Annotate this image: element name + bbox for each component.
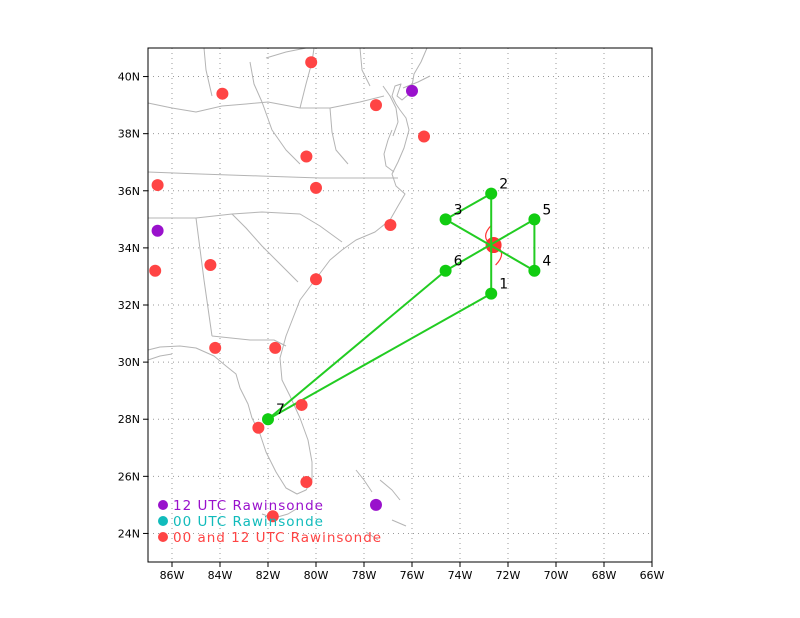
legend-label: 00 UTC Rawinsonde	[173, 514, 324, 530]
long-island-coast	[402, 75, 431, 89]
legend-marker	[158, 516, 168, 526]
rawinsonde-site	[370, 498, 382, 511]
track-segment	[445, 192, 492, 221]
legend-label: 00 and 12 UTC Rawinsonde	[173, 530, 382, 546]
x-tick-label: 82W	[256, 569, 281, 582]
track-segment	[267, 269, 447, 420]
legend-marker	[158, 500, 168, 510]
dropsonde-label: 3	[454, 202, 463, 218]
rawinsonde-site	[418, 130, 430, 143]
y-tick-label: 36N	[118, 185, 140, 198]
rawinsonde-site	[204, 259, 217, 272]
x-tick-label: 74W	[448, 569, 473, 582]
y-tick-label: 34N	[118, 242, 140, 255]
rawinsonde-sites	[149, 56, 430, 523]
rawinsonde-site	[384, 219, 397, 232]
x-tick-label: 86W	[160, 569, 185, 582]
dropsonde-point	[262, 413, 274, 426]
dropsonde-label: 5	[542, 202, 551, 218]
legend-label: 12 UTC Rawinsonde	[173, 498, 324, 514]
y-tick-label: 32N	[118, 299, 140, 312]
flight-track-lines	[267, 192, 536, 421]
y-tick-label: 38N	[118, 128, 140, 141]
track-segment	[445, 218, 535, 272]
rawinsonde-site	[266, 510, 279, 523]
track-segment	[267, 292, 492, 421]
y-tick-label: 26N	[118, 470, 140, 483]
y-tick-label: 40N	[118, 71, 140, 84]
legend-marker	[158, 532, 168, 542]
dropsonde-label: 2	[499, 177, 508, 193]
dropsonde-point	[485, 287, 498, 300]
rawinsonde-site	[151, 224, 164, 237]
axis-ticks: 86W 84W 82W 80W 78W 76W 74W 72W 70W 68W 66W 24N 26N 2…	[118, 71, 665, 582]
rawinsonde-site	[310, 181, 322, 194]
chesapeake-bay-coast	[383, 129, 395, 173]
x-tick-label: 80W	[304, 569, 329, 582]
dropsonde-label: 4	[542, 254, 551, 270]
x-tick-label: 78W	[352, 569, 377, 582]
bahamas-islands	[355, 469, 407, 541]
rawinsonde-site	[300, 150, 313, 163]
dropsonde-point	[485, 187, 498, 200]
rawinsonde-site	[149, 264, 162, 277]
state-boundaries	[147, 47, 398, 347]
dropsonde-point	[439, 213, 452, 226]
rawinsonde-site	[269, 341, 282, 354]
rawinsonde-site	[216, 87, 229, 100]
rawinsonde-site	[151, 179, 164, 192]
rawinsonde-site	[252, 421, 265, 434]
rawinsonde-site	[209, 341, 222, 354]
x-tick-label: 68W	[592, 569, 617, 582]
dropsonde-label: 6	[454, 254, 463, 270]
dropsonde-label: 1	[499, 277, 508, 293]
x-tick-label: 70W	[544, 569, 569, 582]
y-tick-label: 24N	[118, 527, 140, 540]
x-tick-label: 76W	[400, 569, 425, 582]
dropsonde-point	[439, 264, 452, 277]
x-tick-label: 66W	[640, 569, 665, 582]
rawinsonde-site	[305, 56, 318, 69]
dropsonde-points: 7 1 2 3 4 5 6	[262, 177, 551, 426]
rawinsonde-site	[406, 84, 418, 97]
coastlines-and-borders	[147, 47, 431, 541]
rawinsonde-site	[300, 476, 313, 489]
rawinsonde-site	[370, 99, 382, 112]
rawinsonde-site	[295, 398, 308, 411]
x-tick-label: 84W	[208, 569, 233, 582]
rawinsonde-site	[310, 273, 322, 286]
dropsonde-point	[528, 213, 541, 226]
us-east-coastline	[147, 47, 428, 495]
dropsonde-point	[528, 264, 541, 277]
y-tick-label: 28N	[118, 413, 140, 426]
lake-erie-shore	[265, 47, 307, 59]
dropsonde-label: 7	[276, 402, 285, 418]
x-tick-label: 72W	[496, 569, 521, 582]
gulf-coast-west	[147, 353, 173, 361]
y-tick-label: 30N	[118, 356, 140, 369]
delaware-bay-coast	[382, 85, 399, 137]
